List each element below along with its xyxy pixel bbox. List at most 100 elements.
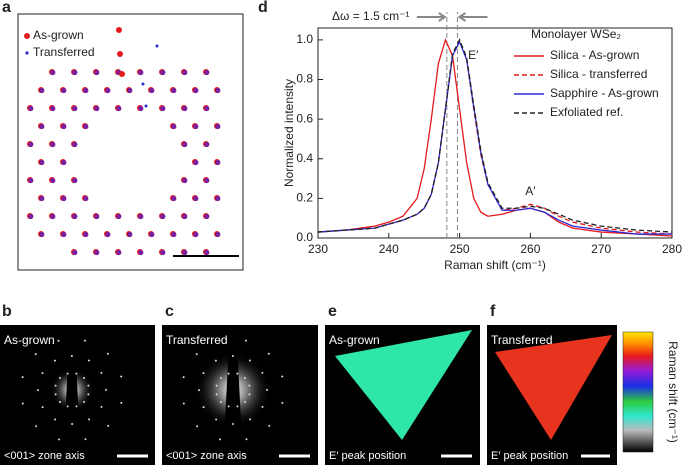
x-tick-label: 280 — [662, 242, 682, 256]
image-label: Transferred — [166, 333, 228, 347]
x-tick-label: 240 — [379, 242, 399, 256]
spot — [248, 359, 251, 362]
spot — [88, 418, 91, 421]
y-axis-label: Normalized intensity — [282, 79, 296, 187]
beam-stop — [224, 325, 242, 440]
plot-frame — [317, 27, 673, 239]
spot — [215, 393, 218, 396]
spot — [149, 231, 155, 238]
spot — [202, 406, 205, 409]
spot — [94, 105, 100, 112]
spot — [41, 372, 44, 375]
y-tick-label: 0.0 — [296, 230, 313, 244]
spot — [120, 401, 123, 404]
annotation: E′ — [468, 48, 479, 62]
spot — [171, 231, 177, 238]
spot — [198, 389, 201, 392]
legend-title: Monolayer WSe₂ — [531, 27, 621, 41]
spot — [215, 231, 221, 238]
y-tick-label: 0.4 — [296, 151, 313, 165]
spot — [35, 425, 38, 428]
panel-frame — [17, 13, 244, 271]
spot — [57, 339, 60, 342]
spot — [105, 87, 111, 94]
legend-marker — [24, 33, 30, 39]
spot — [244, 339, 247, 342]
spot — [248, 393, 251, 396]
spot — [83, 400, 86, 403]
spot — [193, 159, 199, 166]
spot — [54, 393, 57, 396]
legend-label: Sapphire - As-grown — [550, 86, 659, 100]
spot — [72, 105, 78, 112]
spot — [120, 375, 123, 378]
spot — [54, 418, 57, 421]
spot — [61, 123, 67, 130]
spot — [265, 388, 268, 391]
spot — [58, 438, 61, 441]
spot — [83, 87, 89, 94]
y-tick-label: 0.8 — [296, 72, 313, 86]
spot — [83, 339, 86, 342]
spot — [127, 231, 133, 238]
spot — [231, 355, 234, 358]
spot — [54, 384, 57, 387]
diffraction-spots — [21, 339, 284, 441]
spot — [138, 213, 144, 220]
spot — [116, 213, 122, 220]
spot — [39, 231, 45, 238]
spot — [182, 105, 188, 112]
spot — [261, 371, 264, 374]
spot — [66, 405, 69, 408]
spot — [155, 44, 159, 48]
spot — [37, 389, 40, 392]
spot — [227, 372, 230, 375]
spot — [195, 353, 198, 356]
spot — [72, 69, 78, 76]
spot — [66, 372, 69, 375]
spot — [72, 213, 78, 220]
spot — [116, 27, 122, 33]
spot — [204, 249, 210, 256]
spot — [50, 69, 56, 76]
panel-letter: b — [2, 303, 12, 320]
spot — [28, 141, 34, 148]
spot — [100, 405, 103, 408]
spot — [267, 352, 270, 355]
spot — [214, 359, 217, 362]
spot — [34, 353, 37, 356]
spot — [72, 177, 78, 184]
spot — [227, 405, 230, 408]
spot — [261, 405, 264, 408]
spot — [182, 376, 185, 379]
spot — [215, 159, 221, 166]
spot — [202, 372, 205, 375]
spot — [182, 177, 188, 184]
spot — [149, 87, 155, 94]
spot — [53, 359, 56, 362]
spot — [236, 372, 239, 375]
spot — [94, 249, 100, 256]
spot — [50, 213, 56, 220]
spot — [100, 371, 103, 374]
spot — [171, 195, 177, 202]
spot — [160, 213, 166, 220]
spot — [105, 231, 111, 238]
spot — [87, 359, 90, 362]
spot — [138, 249, 144, 256]
spot — [193, 123, 199, 130]
spot — [171, 123, 177, 130]
spot — [107, 424, 110, 427]
spot — [160, 69, 166, 76]
spot — [70, 355, 73, 358]
spot — [41, 406, 44, 409]
spot — [116, 105, 122, 112]
spot — [119, 71, 125, 77]
spot — [50, 177, 56, 184]
spot — [219, 377, 222, 380]
image-label: As-grown — [329, 333, 380, 347]
spot — [28, 213, 34, 220]
spot — [243, 376, 246, 379]
spot — [84, 438, 87, 441]
